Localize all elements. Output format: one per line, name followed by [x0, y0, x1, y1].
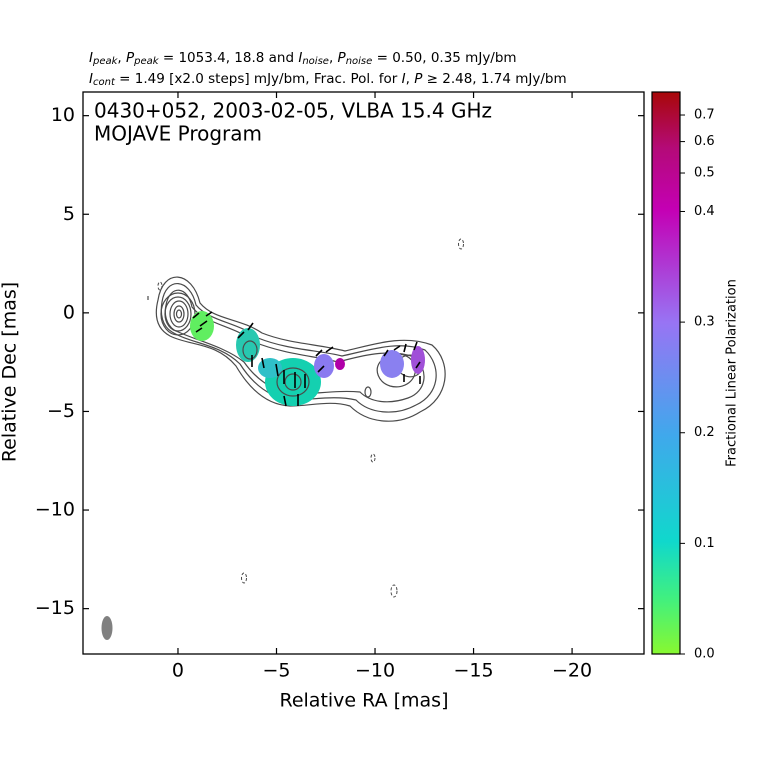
colorbar-tick-label: 0.4	[694, 204, 715, 219]
colorbar	[651, 91, 681, 655]
contour	[284, 373, 302, 391]
colorbar-tick-label: 0.6	[694, 134, 715, 149]
pol-region	[236, 328, 260, 362]
annotation: MOJAVE Program	[94, 122, 262, 146]
y-tick-label: −5	[47, 400, 75, 422]
annotation: 0430+052, 2003-02-05, VLBA 15.4 GHz	[94, 99, 492, 123]
beam	[101, 616, 113, 640]
y-tick-label: 5	[63, 203, 75, 225]
contour	[364, 386, 372, 398]
header-line-2: Icont = 1.49 [x2.0 steps] mJy/bm, Frac. …	[89, 71, 567, 88]
y-tick-label: −15	[35, 597, 75, 619]
contour	[160, 283, 437, 413]
y-tick-label: −10	[35, 499, 75, 521]
negative-contour	[157, 281, 163, 291]
colorbar-tick-label: 0.5	[694, 166, 715, 181]
x-tick-label: −15	[453, 660, 493, 682]
colorbar-label: Fractional Linear Polarization	[725, 279, 740, 467]
header-line-1: Ipeak, Ppeak = 1053.4, 18.8 and Inoise, …	[89, 50, 517, 67]
contour	[155, 276, 446, 422]
contour	[175, 309, 183, 319]
pol-region	[335, 358, 345, 370]
plot-frame	[82, 91, 645, 655]
pol-region	[380, 350, 404, 378]
x-tick-label: 0	[172, 660, 184, 682]
contour	[173, 305, 185, 323]
colorbar-tick-label: 0.3	[694, 315, 715, 330]
negative-contour	[370, 453, 376, 463]
colorbar-tick-label: 0.1	[694, 536, 715, 551]
colorbar-tick-label: 0.0	[694, 647, 715, 662]
contour	[169, 300, 189, 328]
y-axis-label: Relative Dec [mas]	[0, 282, 21, 462]
contour	[164, 289, 425, 403]
colorbar-tick-label: 0.7	[694, 108, 715, 123]
negative-contour	[241, 572, 247, 584]
colorbar-tick-label: 0.2	[694, 425, 715, 440]
negative-contour	[390, 584, 398, 598]
pol-region	[258, 358, 282, 378]
y-tick-label: 0	[63, 301, 75, 323]
contour	[242, 340, 258, 360]
contour	[164, 296, 192, 332]
contour	[276, 367, 310, 397]
x-tick-label: −20	[552, 660, 592, 682]
pol-vectors	[192, 311, 421, 407]
pol-region	[411, 346, 425, 374]
negative-contour	[458, 238, 464, 250]
x-axis-label: Relative RA [mas]	[279, 690, 448, 712]
x-tick-label: −5	[262, 660, 290, 682]
y-tick-label: 10	[51, 104, 75, 126]
contour	[160, 292, 196, 336]
pol-region	[190, 311, 214, 341]
map	[101, 238, 464, 640]
x-tick-label: −10	[355, 660, 395, 682]
